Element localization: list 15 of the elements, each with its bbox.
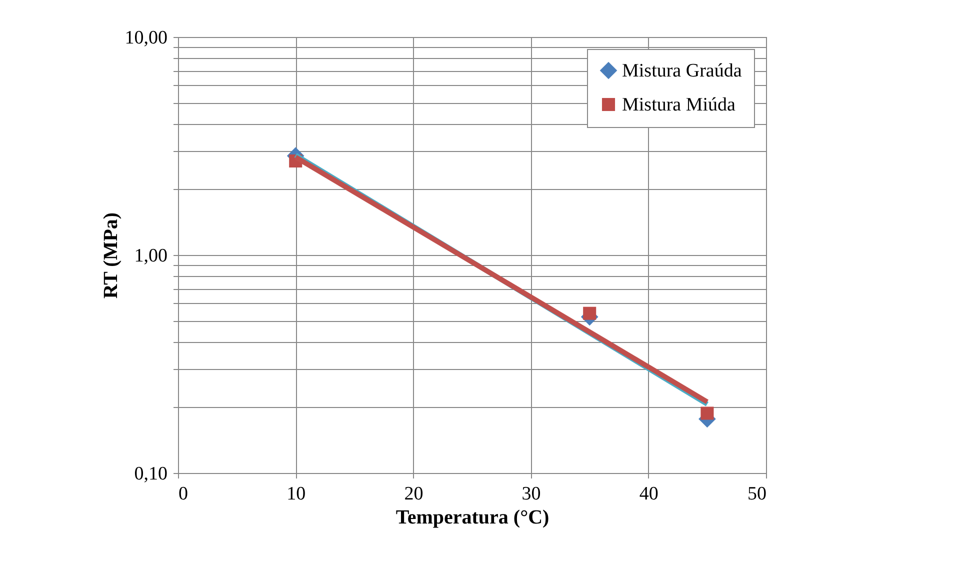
point: [583, 306, 596, 320]
x-tick-label: 20: [404, 484, 424, 504]
y-tick-label: 1,00: [134, 246, 168, 266]
x-tick-label: 10: [286, 484, 306, 504]
y-tick-label: 10,00: [124, 28, 168, 48]
y-axis-title: RT (MPa): [100, 212, 122, 299]
x-tick-label: 0: [178, 484, 188, 504]
x-tick-label: 40: [639, 484, 658, 504]
x-tick-label: 50: [748, 484, 766, 504]
y-tick-label: 0,10: [134, 464, 168, 484]
legend-label: Mistura Graúda: [622, 60, 742, 82]
legend-label: Mistura Miúda: [622, 94, 736, 116]
x-tick-label: 30: [522, 484, 541, 504]
x-axis-title: Temperatura (°C): [396, 506, 550, 528]
point: [700, 406, 714, 420]
